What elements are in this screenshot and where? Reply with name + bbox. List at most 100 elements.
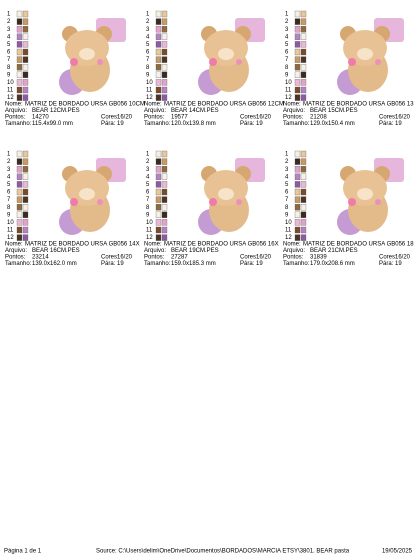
thread-swatch	[300, 26, 307, 33]
colors: 16/20	[117, 115, 133, 121]
thread-swatch	[16, 204, 23, 211]
label: Pára:	[240, 121, 255, 127]
flower	[375, 59, 381, 65]
thread-swatch	[22, 188, 29, 196]
flower	[348, 198, 356, 206]
size: 159.0x185.3 mm	[171, 261, 216, 267]
thread-swatch	[294, 173, 301, 180]
stitches: 19577	[171, 115, 188, 121]
thread-swatch	[294, 150, 301, 158]
name: MATRIZ DE BORDADO URSA GB056 13	[303, 102, 414, 108]
thread-number: 9	[7, 212, 11, 218]
thread-swatch	[300, 10, 307, 18]
thread-swatch	[155, 33, 162, 40]
thread-number: 7	[285, 57, 289, 63]
thread-number: 5	[146, 42, 150, 48]
thread-swatch	[300, 94, 307, 101]
thread-number: 8	[146, 65, 150, 71]
thread-number: 8	[7, 205, 11, 211]
thread-number: 9	[7, 72, 11, 78]
thread-number: 11	[146, 228, 153, 234]
file: BEAR 12CM.PES	[32, 108, 80, 114]
thread-swatch	[294, 226, 301, 234]
thread-number: 12	[7, 95, 14, 101]
thread-number: 8	[285, 65, 289, 71]
thread-swatch	[294, 158, 301, 165]
thread-swatch	[294, 71, 301, 78]
footer-date: 19/05/2025	[382, 549, 413, 555]
label: Cores:	[379, 255, 397, 261]
thread-number: 4	[285, 174, 289, 180]
thread-number: 12	[285, 235, 292, 241]
thread-number: 6	[7, 50, 11, 56]
thread-swatch	[16, 79, 23, 86]
thread-swatch	[161, 18, 168, 25]
name: MATRIZ DE BORDADO URSA GB056 10CM	[25, 102, 145, 108]
thread-number: 8	[7, 65, 11, 71]
thread-number: 9	[146, 212, 150, 218]
thread-swatch	[22, 10, 29, 18]
thread-swatch	[16, 33, 23, 40]
thread-number: 2	[7, 159, 11, 165]
file: BEAR 14CM.PES	[171, 108, 219, 114]
thread-number: 10	[146, 220, 153, 226]
thread-number: 11	[285, 88, 292, 94]
bear-muzzle	[79, 188, 95, 200]
thread-swatch	[22, 94, 29, 101]
thread-swatch	[22, 181, 29, 188]
thread-number: 3	[285, 167, 289, 173]
stitches: 31839	[310, 255, 327, 261]
thread-swatch	[22, 33, 29, 40]
thread-swatch	[294, 204, 301, 211]
thread-swatch	[300, 33, 307, 40]
thread-swatch	[161, 79, 168, 86]
thread-number: 10	[7, 80, 14, 86]
label: Cores:	[240, 115, 258, 121]
thread-swatch	[294, 234, 301, 241]
thread-swatch	[22, 211, 29, 218]
thread-swatch	[294, 79, 301, 86]
thread-swatch	[294, 41, 301, 48]
thread-swatch	[155, 79, 162, 86]
stitches: 14270	[32, 115, 49, 121]
label: Arquivo:	[5, 248, 27, 254]
thread-swatch	[161, 188, 168, 196]
colors: 16/20	[395, 115, 411, 121]
thread-swatch	[300, 79, 307, 86]
label: Arquivo:	[283, 108, 305, 114]
thread-swatch	[155, 150, 162, 158]
thread-swatch	[16, 181, 23, 188]
bear-muzzle	[79, 48, 95, 60]
thread-swatch	[155, 196, 162, 203]
thread-number: 10	[285, 80, 292, 86]
thread-number: 8	[285, 205, 289, 211]
thread-swatch	[22, 173, 29, 180]
label: Nome:	[283, 102, 301, 108]
label: Tamanho:	[5, 261, 32, 267]
label: Tamanho:	[144, 261, 171, 267]
label: Arquivo:	[144, 108, 166, 114]
thread-swatch	[300, 234, 307, 241]
thread-swatch	[16, 234, 23, 241]
thread-swatch	[294, 196, 301, 203]
thread-swatch	[155, 173, 162, 180]
thread-swatch	[16, 219, 23, 226]
label: Nome:	[144, 102, 162, 108]
thread-number: 12	[7, 235, 14, 241]
flower	[97, 199, 103, 205]
thread-number: 7	[7, 57, 11, 63]
thread-number: 6	[146, 50, 150, 56]
file: BEAR 19CM.PES	[171, 248, 219, 254]
file: BEAR 16CM.PES	[32, 248, 80, 254]
thread-number: 1	[146, 152, 150, 158]
thread-swatch	[16, 41, 23, 48]
thread-swatch	[300, 86, 307, 94]
thread-number: 1	[7, 152, 11, 158]
label: Pontos:	[283, 115, 304, 121]
stops: 19	[256, 121, 263, 127]
thread-number: 2	[7, 19, 11, 25]
thread-swatch	[22, 226, 29, 234]
thread-number: 4	[285, 34, 289, 40]
label: Pára:	[101, 261, 116, 267]
thread-swatch	[16, 64, 23, 71]
